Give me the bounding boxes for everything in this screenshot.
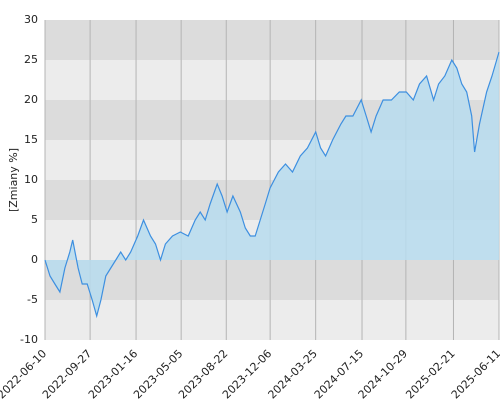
y-tick-label: -10 bbox=[20, 333, 38, 346]
y-tick-label: 20 bbox=[24, 93, 38, 106]
y-tick-label: 25 bbox=[24, 53, 38, 66]
y-tick-label: 30 bbox=[24, 13, 38, 26]
y-tick-label: 10 bbox=[24, 173, 38, 186]
band bbox=[45, 300, 499, 340]
x-tick-label: 2025-06-11 bbox=[449, 347, 500, 400]
area bbox=[45, 52, 499, 316]
y-tick-label: -5 bbox=[27, 293, 38, 306]
y-axis-label: [Zmiany %] bbox=[7, 148, 20, 212]
band bbox=[45, 20, 499, 60]
y-tick-label: 5 bbox=[31, 213, 38, 226]
band bbox=[45, 260, 499, 300]
y-tick-label: 0 bbox=[31, 253, 38, 266]
y-tick-label: 15 bbox=[24, 133, 38, 146]
line bbox=[44, 51, 500, 319]
